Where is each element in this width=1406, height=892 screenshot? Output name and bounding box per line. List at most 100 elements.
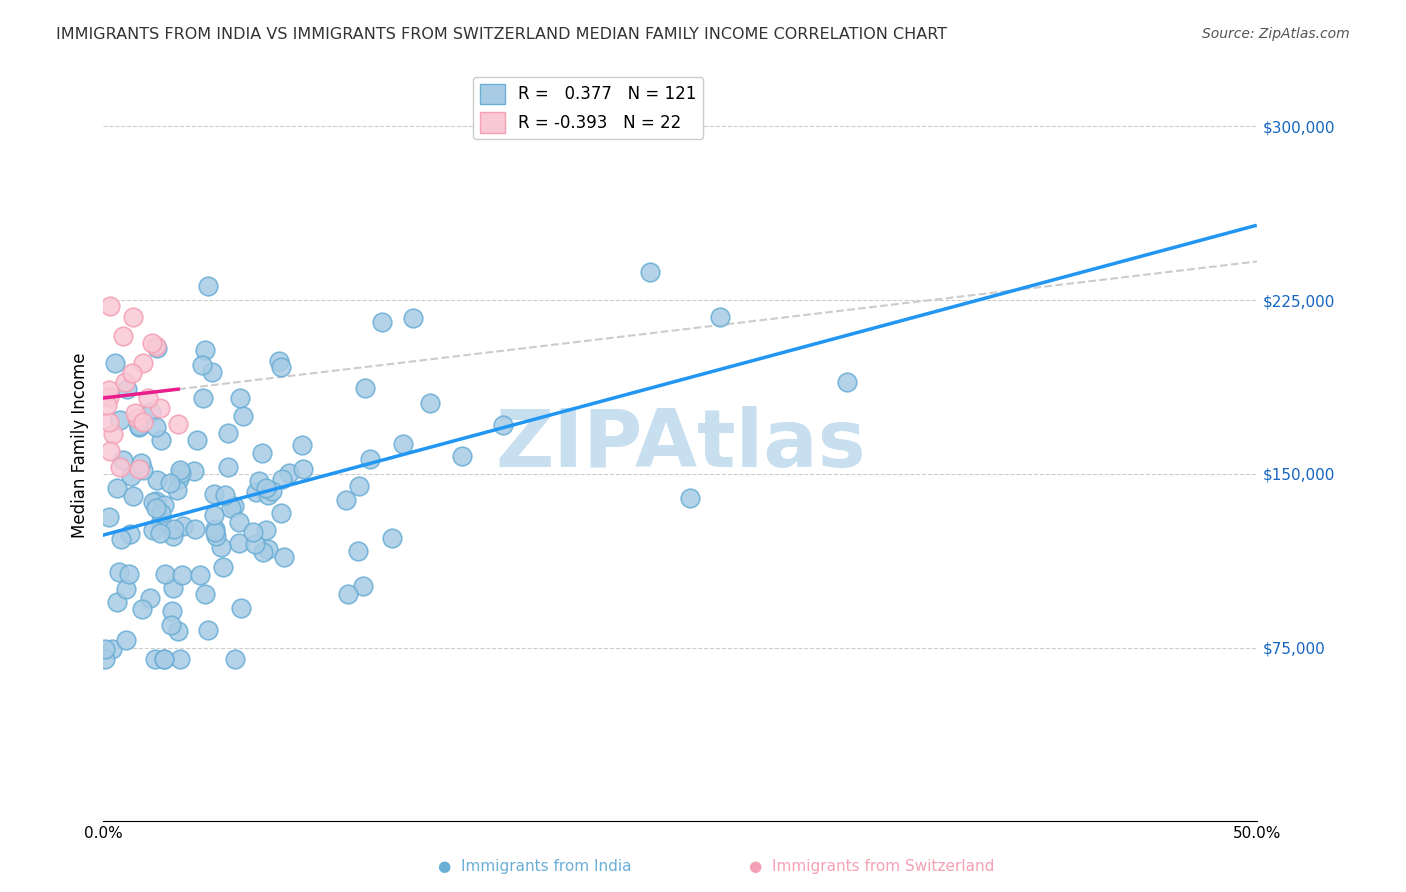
Point [131, 601, 153, 615]
Point [98, 299, 121, 313]
Point [145, 339, 167, 353]
Point [191, 358, 214, 372]
Point [150, 514, 173, 528]
Point [108, 413, 131, 427]
Point [231, 409, 253, 423]
Point [204, 522, 226, 536]
Point [145, 501, 167, 516]
Point [228, 536, 250, 550]
Point [247, 474, 270, 488]
Point [107, 565, 129, 579]
Point [257, 488, 280, 502]
Point [146, 342, 169, 356]
Point [335, 492, 357, 507]
Point [291, 438, 314, 452]
Point [679, 491, 702, 505]
Point [160, 604, 183, 618]
Point [118, 566, 141, 581]
Point [359, 452, 381, 467]
Point [224, 652, 246, 666]
Point [336, 587, 359, 601]
Point [191, 391, 214, 405]
Point [354, 381, 377, 395]
Legend: R =   0.377   N = 121, R = -0.393   N = 22: R = 0.377 N = 121, R = -0.393 N = 22 [472, 77, 703, 139]
Point [139, 591, 162, 605]
Point [97, 415, 120, 429]
Point [159, 476, 181, 491]
Point [222, 500, 245, 514]
Point [153, 652, 176, 666]
Point [172, 519, 194, 533]
Point [121, 366, 143, 380]
Point [254, 482, 277, 496]
Point [291, 462, 314, 476]
Point [188, 568, 211, 582]
Point [257, 541, 280, 556]
Point [160, 617, 183, 632]
Point [209, 541, 232, 555]
Point [419, 396, 441, 410]
Point [155, 566, 177, 581]
Point [114, 376, 136, 390]
Point [204, 508, 226, 523]
Point [371, 314, 394, 328]
Point [127, 411, 149, 425]
Point [186, 433, 208, 447]
Point [98, 390, 121, 404]
Point [100, 642, 122, 657]
Point [108, 459, 131, 474]
Point [97, 383, 120, 397]
Point [250, 446, 273, 460]
Point [277, 467, 299, 481]
Point [202, 486, 225, 500]
Point [110, 532, 132, 546]
Y-axis label: Median Family Income: Median Family Income [72, 352, 89, 538]
Point [169, 472, 191, 486]
Point [451, 449, 474, 463]
Point [136, 392, 159, 406]
Point [217, 425, 239, 440]
Point [270, 359, 292, 374]
Point [201, 365, 224, 379]
Point [122, 489, 145, 503]
Point [150, 433, 173, 447]
Point [96, 398, 118, 412]
Point [347, 479, 370, 493]
Point [270, 507, 292, 521]
Point [149, 525, 172, 540]
Point [194, 587, 217, 601]
Point [254, 523, 277, 537]
Point [145, 420, 167, 434]
Point [269, 354, 291, 368]
Point [166, 483, 188, 498]
Point [217, 460, 239, 475]
Text: IMMIGRANTS FROM INDIA VS IMMIGRANTS FROM SWITZERLAND MEDIAN FAMILY INCOME CORREL: IMMIGRANTS FROM INDIA VS IMMIGRANTS FROM… [56, 27, 948, 42]
Point [141, 405, 163, 419]
Point [142, 495, 165, 509]
Point [205, 529, 228, 543]
Point [197, 279, 219, 293]
Point [115, 383, 138, 397]
Point [143, 652, 166, 666]
Point [94, 652, 117, 666]
Point [145, 494, 167, 508]
Point [162, 582, 184, 596]
Point [170, 467, 193, 481]
Point [121, 310, 143, 324]
Text: ●  Immigrants from Switzerland: ● Immigrants from Switzerland [749, 859, 994, 874]
Point [128, 462, 150, 476]
Point [262, 484, 284, 499]
Point [245, 537, 267, 551]
Point [162, 529, 184, 543]
Point [352, 579, 374, 593]
Point [837, 375, 859, 389]
Point [214, 488, 236, 502]
Point [194, 343, 217, 357]
Point [142, 523, 165, 537]
Point [242, 525, 264, 540]
Point [347, 544, 370, 558]
Point [152, 652, 174, 666]
Point [197, 624, 219, 638]
Text: ZIPAtlas: ZIPAtlas [495, 406, 866, 484]
Point [115, 632, 138, 647]
